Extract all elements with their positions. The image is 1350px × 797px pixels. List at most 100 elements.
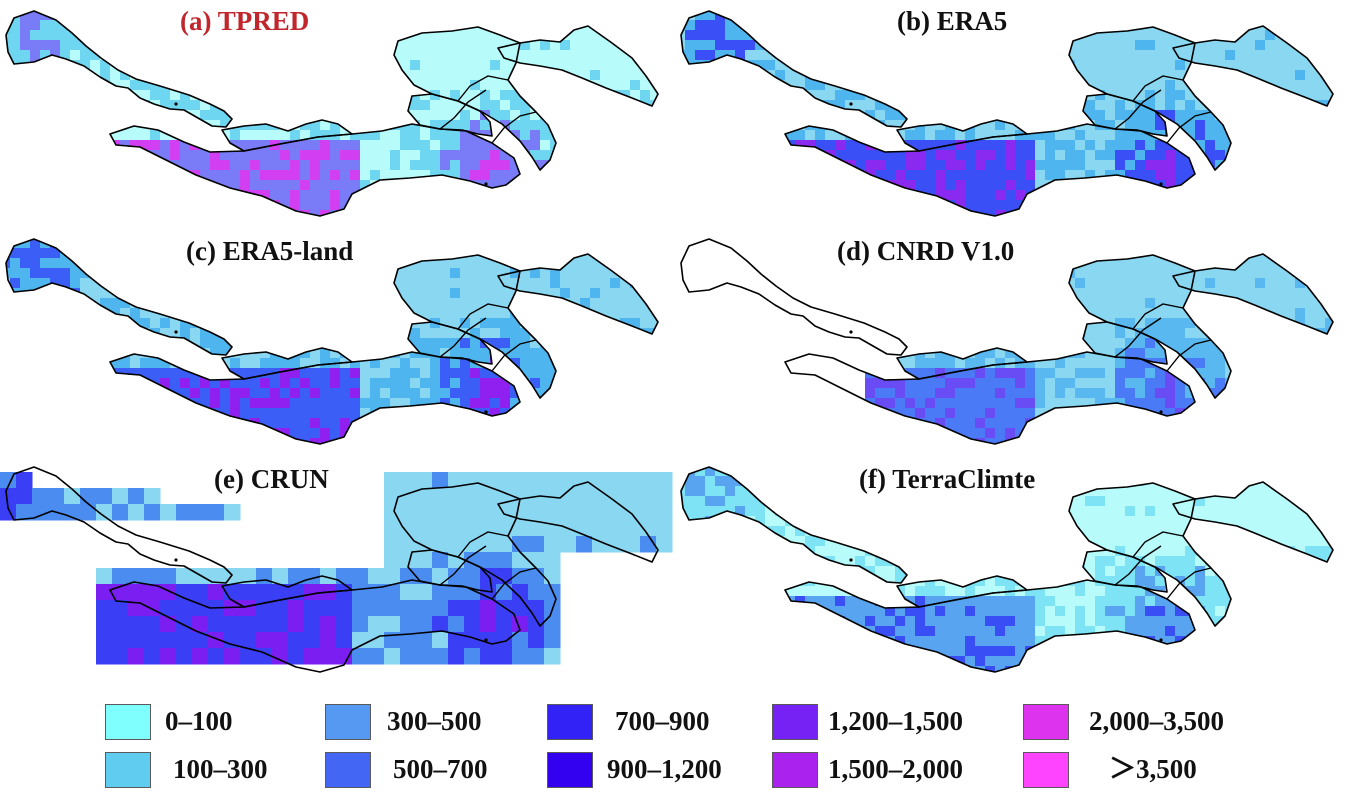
raster-cell — [600, 0, 611, 11]
raster-cell — [640, 378, 651, 389]
raster-cell — [90, 30, 101, 41]
raster-cell — [210, 150, 221, 161]
raster-cell — [390, 160, 401, 171]
raster-cell — [280, 60, 291, 71]
raster-cell — [170, 398, 181, 409]
raster-cell — [540, 298, 551, 309]
raster-cell — [1335, 130, 1346, 141]
raster-cell — [795, 150, 806, 161]
raster-cell — [1155, 200, 1166, 211]
raster-cell — [560, 318, 571, 329]
raster-cell — [1345, 100, 1350, 111]
raster-cell — [1125, 120, 1136, 131]
raster-cell — [785, 30, 796, 41]
subbasin-boundary — [491, 111, 537, 144]
raster-cell — [510, 210, 521, 216]
raster-cell — [200, 80, 211, 91]
raster-cell — [1215, 200, 1226, 211]
raster-cell — [1175, 20, 1186, 31]
raster-cell — [1225, 160, 1236, 171]
raster-cell — [180, 418, 191, 429]
raster-cell — [110, 200, 121, 211]
raster-cell — [10, 150, 21, 161]
raster-cell — [70, 140, 81, 151]
raster-cell — [765, 180, 776, 191]
raster-cell — [70, 318, 81, 329]
raster-cell — [370, 288, 381, 299]
raster-cell — [270, 160, 281, 171]
raster-cell — [1345, 0, 1350, 11]
station-marker — [484, 182, 488, 186]
raster-cell — [660, 298, 671, 309]
raster-cell — [400, 190, 411, 201]
raster-cell — [380, 140, 391, 151]
raster-cell — [630, 348, 641, 359]
raster-cell — [1325, 150, 1333, 161]
raster-cell — [925, 170, 936, 181]
raster-cell — [360, 140, 371, 151]
raster-cell — [1165, 238, 1176, 249]
raster-cell — [660, 170, 671, 181]
raster-cell — [1095, 0, 1106, 11]
raster-cell — [935, 120, 946, 131]
raster-cell — [90, 190, 101, 201]
raster-cell — [795, 70, 806, 81]
raster-cell — [1185, 90, 1196, 101]
raster-cell — [775, 0, 786, 11]
raster-cell — [370, 11, 381, 21]
raster-cell — [480, 140, 491, 151]
raster-cell — [280, 70, 291, 81]
raster-cell — [1215, 70, 1226, 81]
raster-cell — [270, 378, 281, 389]
raster-cell — [180, 378, 191, 389]
raster-cell — [140, 448, 151, 456]
raster-cell — [945, 220, 956, 228]
raster-cell — [580, 50, 591, 61]
raster-cell — [865, 200, 876, 211]
raster-cell — [600, 308, 611, 319]
raster-cell — [1335, 190, 1346, 201]
raster-cell — [160, 210, 171, 216]
raster-cell — [660, 200, 671, 211]
raster-cell — [70, 50, 81, 61]
raster-cell — [530, 278, 541, 289]
raster-cell — [190, 448, 201, 456]
raster-cell — [290, 140, 301, 151]
raster-cell — [500, 200, 511, 211]
raster-cell — [370, 160, 381, 171]
raster-cell — [1185, 254, 1196, 259]
raster-cell — [925, 100, 936, 111]
raster-cell — [540, 50, 551, 61]
raster-cell — [590, 140, 601, 151]
raster-cell — [160, 448, 171, 456]
raster-cell — [650, 190, 658, 201]
raster-cell — [885, 110, 896, 121]
raster-cell — [490, 210, 501, 216]
raster-cell — [640, 210, 651, 216]
raster-cell — [905, 190, 916, 201]
raster-cell — [1295, 160, 1306, 171]
raster-cell — [1105, 11, 1116, 21]
raster-cell — [570, 408, 581, 419]
raster-cell — [1265, 200, 1276, 211]
raster-cell — [10, 50, 21, 61]
raster-cell — [30, 70, 41, 81]
raster-cell — [705, 20, 716, 31]
raster-cell — [60, 408, 71, 419]
raster-cell — [1215, 140, 1226, 151]
raster-cell — [380, 408, 391, 419]
raster-cell — [1125, 238, 1136, 249]
raster-cell — [380, 100, 391, 111]
raster-cell — [915, 180, 926, 191]
raster-cell — [835, 150, 846, 161]
raster-cell — [340, 378, 351, 389]
raster-cell — [6, 40, 11, 51]
raster-cell — [1295, 11, 1306, 21]
raster-cell — [300, 398, 311, 409]
raster-cell — [985, 90, 996, 101]
raster-cell — [1125, 258, 1136, 269]
raster-cell — [1115, 0, 1126, 11]
raster-cell — [1075, 170, 1086, 181]
raster-cell — [110, 30, 121, 41]
raster-cell — [420, 239, 431, 249]
